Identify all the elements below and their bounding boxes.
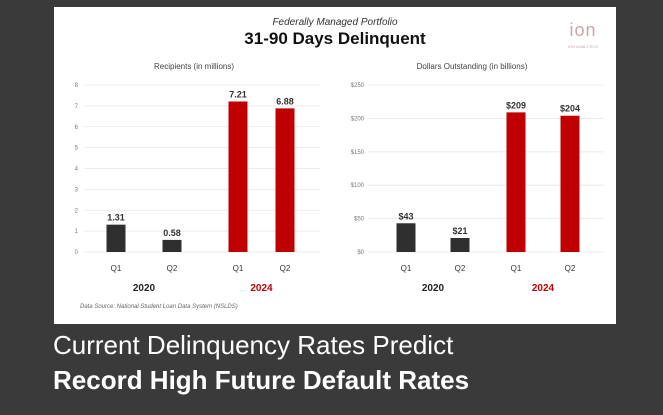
bar xyxy=(506,112,526,252)
y-tick-label: 1 xyxy=(75,229,79,235)
category-label: Q1 xyxy=(111,264,122,273)
category-label: Q1 xyxy=(401,264,412,273)
y-tick-label: $0 xyxy=(357,250,364,256)
recipients-chart: Recipients (in millions) 0 1 2 3 4 5 6 7 8 1.31 Q1 0… xyxy=(75,62,320,294)
data-source-note: Data Source: National Student Loan Data … xyxy=(80,304,238,310)
chart-supertitle: Federally Managed Portfolio xyxy=(272,17,398,28)
category-label: Q1 xyxy=(233,264,244,273)
bar xyxy=(106,224,126,252)
category-label: Q2 xyxy=(280,264,291,273)
bar xyxy=(228,101,248,253)
bar xyxy=(396,223,416,252)
y-tick-label: $150 xyxy=(351,150,365,156)
bar xyxy=(275,108,295,252)
y-tick-label: 3 xyxy=(75,187,79,193)
headline-line-2: Record High Future Default Rates xyxy=(53,365,470,395)
brand-logo: ion ION ANALYTICS xyxy=(558,20,608,50)
data-label: $43 xyxy=(398,211,413,221)
category-label: Q2 xyxy=(167,264,178,273)
y-tick-label: $100 xyxy=(351,183,365,189)
bar xyxy=(162,239,182,252)
y-tick-label: 4 xyxy=(75,167,79,173)
y-tick-label: $250 xyxy=(351,83,365,89)
chart-title: Recipients (in millions) xyxy=(154,62,234,71)
data-label: 1.31 xyxy=(107,213,125,223)
y-tick-label: $200 xyxy=(351,116,365,122)
category-label: Q1 xyxy=(511,264,522,273)
data-label: 7.21 xyxy=(229,89,247,99)
bar xyxy=(450,237,470,252)
y-tick-label: 8 xyxy=(75,83,79,89)
bar xyxy=(560,115,580,252)
group-label: 2024 xyxy=(250,283,273,294)
data-label: 0.58 xyxy=(163,228,181,238)
category-label: Q2 xyxy=(565,264,576,273)
y-tick-label: $50 xyxy=(354,217,365,223)
category-label: Q2 xyxy=(455,264,466,273)
group-label: 2020 xyxy=(133,283,156,294)
logo-text: ion xyxy=(569,20,597,40)
data-label: $21 xyxy=(452,226,467,236)
group-label: 2024 xyxy=(532,283,555,294)
logo-subtext: ION ANALYTICS xyxy=(568,44,598,49)
headline-line-1: Current Delinquency Rates Predict xyxy=(53,330,454,360)
chart-main-title: 31-90 Days Delinquent xyxy=(244,29,426,48)
y-tick-label: 7 xyxy=(75,104,79,110)
group-label: 2020 xyxy=(422,283,445,294)
y-tick-label: 5 xyxy=(75,146,79,152)
data-label: $209 xyxy=(506,100,526,110)
y-tick-label: 2 xyxy=(75,208,79,214)
data-label: 6.88 xyxy=(276,96,294,106)
dollars-outstanding-chart: Dollars Outstanding (in billions) $0 $50 $1… xyxy=(351,62,604,294)
chart-title: Dollars Outstanding (in billions) xyxy=(417,62,528,71)
y-tick-label: 6 xyxy=(75,125,79,131)
chart-card: Federally Managed Portfolio 31-90 Days D… xyxy=(54,7,616,324)
y-tick-label: 0 xyxy=(75,250,79,256)
data-label: $204 xyxy=(560,104,580,114)
